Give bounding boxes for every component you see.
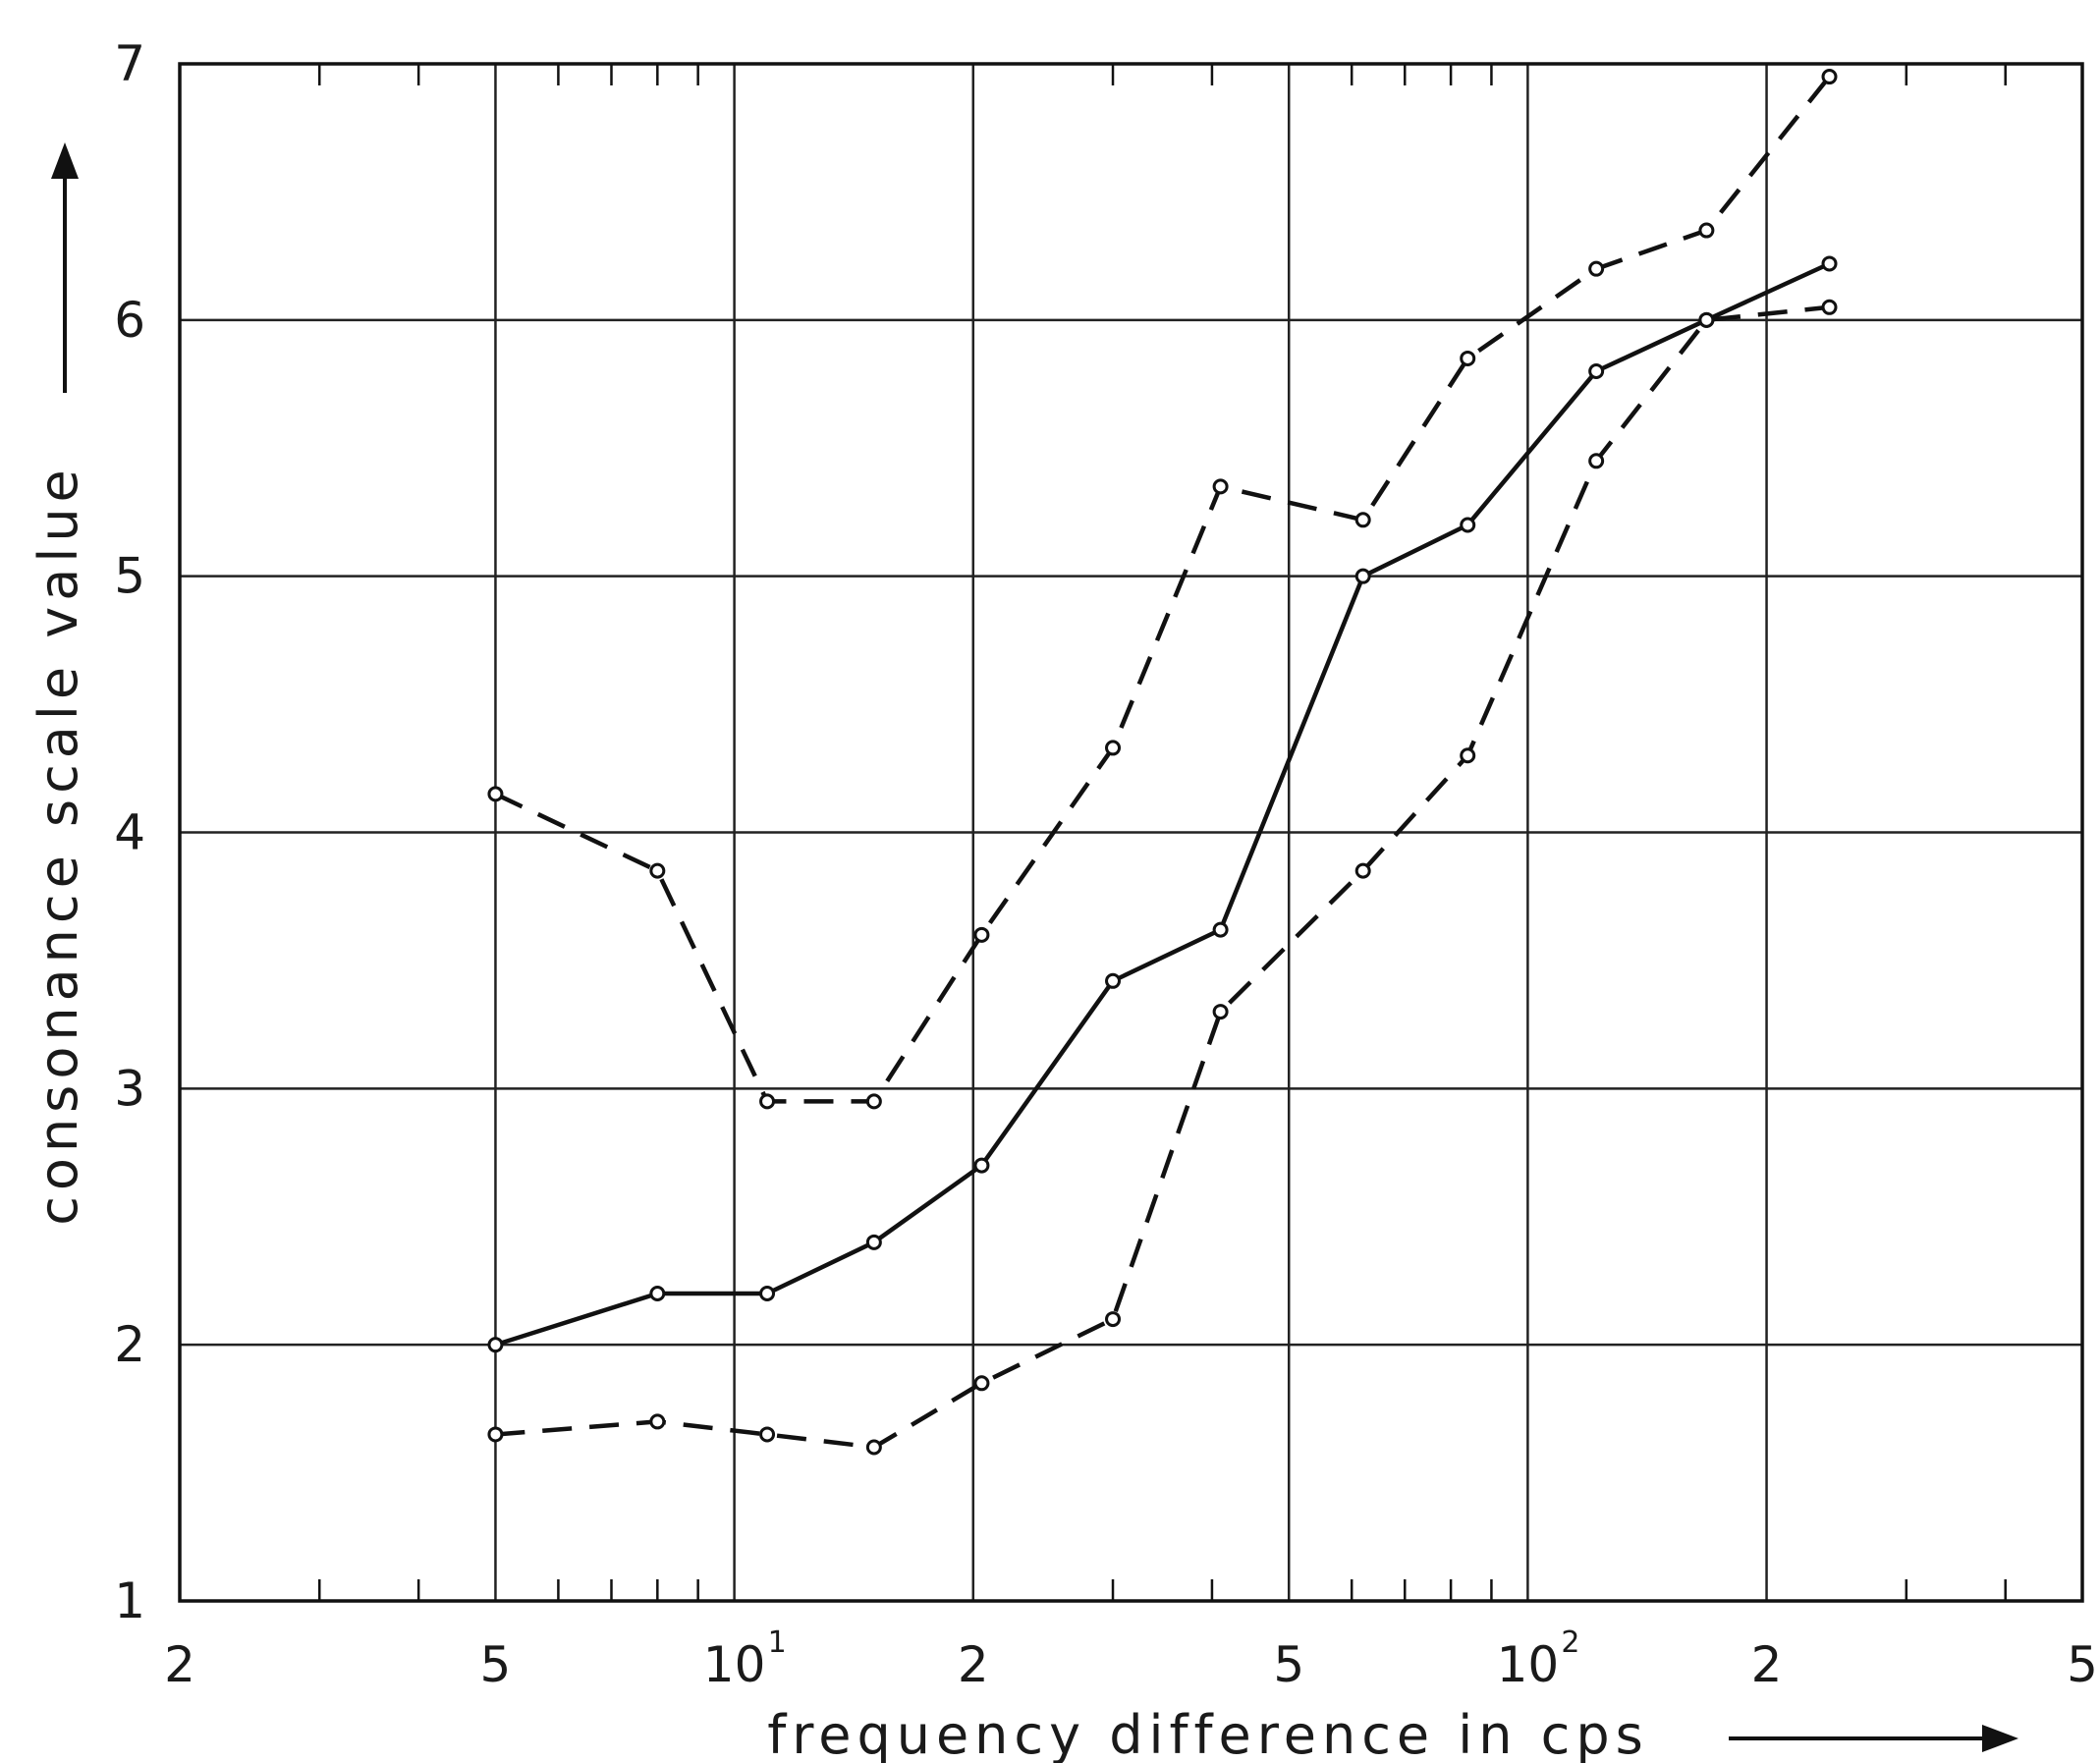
series-0-point-2 (759, 1286, 776, 1301)
x-tick-exponent-2: 1 (768, 1625, 787, 1660)
series-0-line (494, 261, 1831, 1348)
series-1-point-7 (1354, 512, 1371, 528)
x-tick-label-0: 2 (164, 1636, 195, 1693)
series-0-point-11 (1821, 255, 1838, 272)
series-2-point-5 (1105, 1311, 1122, 1328)
x-axis-label: frequency difference in cps (767, 1704, 1649, 1763)
series-0-point-4 (973, 1157, 990, 1174)
series-2-point-9 (1588, 453, 1605, 469)
y-tick-label-0: 1 (114, 1572, 145, 1629)
series-1-point-0 (487, 786, 504, 802)
x-tick-label-6: 2 (1751, 1636, 1783, 1693)
series-0-point-1 (649, 1286, 666, 1301)
y-tick-label-5: 6 (114, 292, 145, 349)
series-0-point-8 (1460, 517, 1476, 533)
series-1-point-8 (1460, 350, 1476, 366)
series-0-point-5 (1105, 972, 1122, 989)
series-1-point-9 (1588, 260, 1605, 277)
series-2-point-2 (759, 1426, 776, 1443)
y-tick-label-1: 2 (114, 1316, 145, 1373)
series-2-point-10 (1698, 311, 1715, 328)
minor-tick-layer (317, 64, 2007, 1601)
series-0-point-0 (487, 1337, 504, 1353)
series-layer (487, 69, 1838, 1456)
series-2-point-7 (1354, 862, 1371, 879)
series-2-point-4 (973, 1375, 990, 1392)
x-axis-arrow-icon (1982, 1725, 2018, 1752)
series-1-point-2 (759, 1093, 776, 1110)
x-tick-label-3: 2 (958, 1636, 989, 1693)
series-2-point-6 (1212, 1004, 1229, 1020)
series-0-point-7 (1354, 568, 1371, 584)
series-1-point-3 (865, 1093, 882, 1110)
series-2-point-0 (487, 1426, 504, 1443)
y-tick-label-3: 4 (114, 804, 145, 861)
series-0-point-6 (1212, 921, 1229, 938)
series-1-point-11 (1821, 69, 1838, 85)
x-tick-label-4: 5 (1273, 1636, 1304, 1693)
grid-layer (178, 62, 2084, 1603)
y-axis-label: consonance scale value (28, 464, 89, 1226)
series-1-point-10 (1698, 222, 1715, 239)
series-2-point-11 (1821, 299, 1838, 315)
x-tick-label-5: 10 (1497, 1636, 1560, 1693)
x-axis-title-group: frequency difference in cps (767, 1704, 2018, 1763)
series-1-line (494, 75, 1832, 1104)
series-1-point-6 (1212, 478, 1229, 495)
series-1-point-4 (973, 926, 990, 943)
y-tick-label-6: 7 (114, 35, 145, 92)
x-tick-label-7: 5 (2067, 1636, 2098, 1693)
series-2-line (495, 304, 1830, 1450)
series-1-point-1 (649, 862, 666, 879)
plot-frame (178, 62, 2084, 1603)
series-2-point-3 (865, 1439, 882, 1456)
x-tick-labels: 2 5 10 1 2 5 10 2 2 5 (164, 1625, 2098, 1693)
x-tick-label-1: 5 (480, 1636, 512, 1693)
series-0-point-9 (1588, 363, 1605, 379)
y-tick-labels: 1 2 3 4 5 6 7 (114, 35, 145, 1629)
x-tick-label-2: 10 (703, 1636, 766, 1693)
series-2-point-8 (1460, 747, 1476, 764)
y-tick-label-2: 3 (114, 1060, 145, 1117)
x-tick-exponent-5: 2 (1561, 1625, 1579, 1660)
series-1-point-5 (1105, 740, 1122, 756)
y-tick-label-4: 5 (114, 548, 145, 605)
series-0-point-3 (865, 1234, 882, 1250)
y-axis-title-group: consonance scale value (28, 142, 89, 1226)
series-2-point-1 (649, 1413, 666, 1430)
y-axis-arrow-icon (51, 142, 79, 179)
